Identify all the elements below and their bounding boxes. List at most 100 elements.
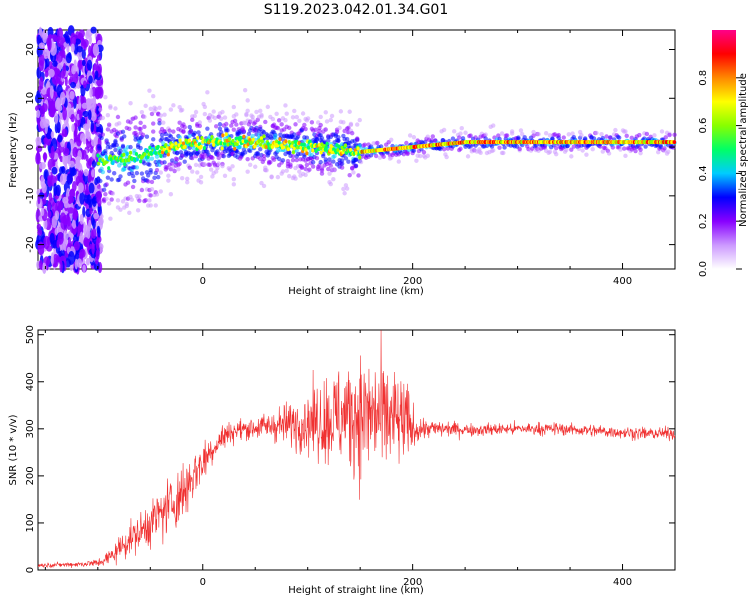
spectrogram-cell <box>313 127 318 133</box>
spectrogram-cell <box>104 196 109 202</box>
spectrogram-cell <box>134 152 139 157</box>
spectrogram-cell <box>327 171 332 176</box>
spectrogram-cell <box>353 157 359 162</box>
spectrogram-cell <box>283 118 288 123</box>
spectrogram-cell <box>254 109 259 115</box>
spectrogram-cell <box>187 133 192 138</box>
spectrogram-cell <box>210 135 214 140</box>
spectrogram-cell <box>319 150 323 155</box>
spectrogram-cell <box>129 197 135 202</box>
colorbar-tick-label: 0.4 <box>698 165 709 181</box>
spectrogram-cell <box>103 94 108 100</box>
spectrogram-cell <box>85 139 92 149</box>
spectrogram-cell <box>283 103 288 108</box>
spectrogram-cell <box>128 144 133 150</box>
spectrogram-cell <box>70 81 77 89</box>
spectrogram-cell <box>133 115 138 120</box>
spectrogram-cell <box>125 180 131 185</box>
spectrogram-cell <box>85 154 89 162</box>
spectrogram-y-axis-label: Frequency (Hz) <box>8 112 19 188</box>
figure-title: S119.2023.042.01.34.G01 <box>264 2 449 18</box>
spectrogram-cell <box>404 140 409 146</box>
spectrogram-cell <box>134 133 140 138</box>
spectrogram-cell <box>584 152 589 157</box>
spectrogram-cell <box>148 203 153 208</box>
spectrogram-cell <box>178 138 182 143</box>
spectrogram-cell <box>273 133 278 138</box>
spectrogram-cell <box>672 140 677 145</box>
spectrogram-cell <box>190 117 195 123</box>
spectrogram-cell <box>187 138 191 143</box>
spectrogram-cell <box>280 169 286 174</box>
spectrogram-cell <box>121 158 125 163</box>
spectrogram-cell <box>297 169 302 174</box>
spectrogram-cell <box>290 153 296 159</box>
spectrogram-cell <box>349 131 355 136</box>
spectrogram-cell <box>91 242 95 255</box>
spectrogram-cell <box>310 160 316 165</box>
spectrogram-cell <box>320 142 324 147</box>
spectrogram-cell <box>83 169 89 177</box>
spectrogram-cell <box>637 132 642 138</box>
spectrogram-cell <box>213 169 219 174</box>
spectrogram-cell <box>411 148 417 153</box>
spectrogram-cell <box>314 156 320 161</box>
spectrogram-cell <box>139 171 145 176</box>
spectrogram-cell <box>600 149 605 154</box>
spectrogram-cell <box>297 118 302 123</box>
spectrogram-cell <box>69 90 75 100</box>
spectrogram-cell <box>266 142 270 147</box>
spectrogram-cell <box>225 128 230 133</box>
spectrogram-cell <box>278 132 283 137</box>
spectrogram-cell <box>463 130 468 135</box>
spectrogram-cell <box>174 150 180 156</box>
spectrogram-cell <box>594 130 599 136</box>
spectrogram-cell <box>101 187 107 192</box>
spectrogram-cell <box>323 110 328 115</box>
spectrogram-cell <box>166 178 171 183</box>
spectrogram-cell <box>99 135 104 141</box>
spectrogram-cell <box>263 119 268 125</box>
spectrogram-cell <box>310 164 316 169</box>
spectrogram-cell <box>277 140 281 145</box>
spectrogram-cell <box>334 129 340 135</box>
spectrogram-cell <box>270 144 275 149</box>
spectrogram-cell <box>542 145 548 150</box>
spectrogram-cell <box>120 199 126 204</box>
spectrogram-cell <box>35 145 43 153</box>
spectrogram-cell <box>430 134 435 139</box>
spectrogram-cell <box>138 120 143 126</box>
spectrogram-cell <box>377 155 383 160</box>
spectrogram-cell <box>153 203 158 208</box>
spectrogram-cell <box>566 132 571 137</box>
spectrogram-cell <box>50 252 54 266</box>
spectrogram-cell <box>100 115 106 121</box>
spectrogram-cell <box>288 164 293 169</box>
spectrogram-cell <box>161 120 166 125</box>
spectrogram-cell <box>286 147 290 152</box>
spectrogram-cell <box>106 122 112 127</box>
spectrogram-cell <box>66 173 73 185</box>
spectrogram-cell <box>346 159 351 164</box>
spectrogram-cell <box>157 105 162 111</box>
spectrogram-cell <box>604 134 609 139</box>
spectrogram-cell <box>134 165 140 170</box>
spectrogram-cell <box>147 198 152 203</box>
spectrogram-cell <box>114 142 119 148</box>
spectrogram-cell <box>217 122 223 127</box>
spectrogram-cell <box>101 158 105 163</box>
spectrogram-cell <box>159 132 165 138</box>
spectrogram-cell <box>599 131 604 137</box>
spectrogram-cell <box>341 120 346 125</box>
spectrogram-cell <box>37 194 41 205</box>
spectrogram-cell <box>622 146 627 151</box>
spectrogram-cell <box>332 153 337 159</box>
spectrogram-cell <box>115 114 121 120</box>
spectrogram-cell <box>140 132 146 138</box>
spectrogram-cell <box>109 157 113 162</box>
spectrogram-cell <box>174 141 178 146</box>
spectrogram-cell <box>355 122 360 127</box>
spectrogram-cell <box>280 158 286 163</box>
spectrogram-cell <box>168 107 174 112</box>
